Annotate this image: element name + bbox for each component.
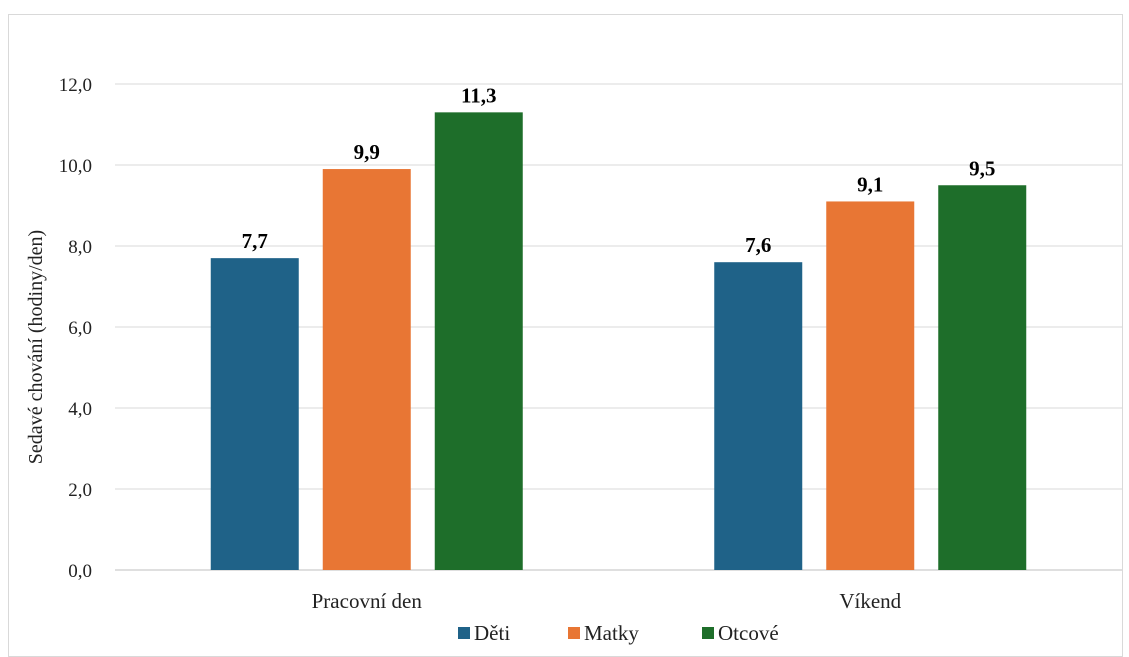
x-category-label: Pracovní den (312, 589, 423, 613)
data-label: 9,1 (857, 172, 883, 196)
y-axis-ticks: 0,0 2,0 4,0 6,0 8,0 10,0 12,0 (59, 75, 92, 582)
y-tick-label: 12,0 (59, 75, 92, 96)
bar (938, 185, 1027, 570)
data-labels: 7,7 9,9 11,3 7,6 9,1 9,5 (242, 83, 996, 257)
data-label: 7,7 (242, 229, 268, 253)
bar (434, 112, 523, 570)
chart-frame (8, 14, 1123, 657)
legend-label: Děti (474, 621, 510, 645)
x-category-label: Víkend (839, 589, 901, 613)
legend-label: Matky (584, 621, 639, 645)
bar (826, 201, 915, 570)
legend-swatch (702, 627, 714, 639)
legend-label: Otcové (718, 621, 779, 645)
y-axis-label: Sedavé chování (hodiny/den) (25, 230, 47, 464)
y-tick-label: 4,0 (68, 399, 92, 420)
bar (210, 258, 299, 570)
y-tick-label: 10,0 (59, 156, 92, 177)
y-tick-label: 6,0 (68, 318, 92, 339)
bars (210, 112, 1027, 571)
data-label: 9,5 (969, 156, 995, 180)
bar (322, 169, 411, 571)
y-tick-label: 8,0 (68, 237, 92, 258)
legend: Děti Matky Otcové (458, 621, 779, 645)
y-tick-label: 0,0 (68, 561, 92, 582)
legend-swatch (458, 627, 470, 639)
data-label: 7,6 (745, 233, 771, 257)
legend-swatch (568, 627, 580, 639)
x-axis-categories: Pracovní den Víkend (312, 589, 902, 613)
bar (714, 262, 803, 570)
data-label: 11,3 (461, 83, 497, 107)
y-tick-label: 2,0 (68, 480, 92, 501)
data-label: 9,9 (354, 140, 380, 164)
